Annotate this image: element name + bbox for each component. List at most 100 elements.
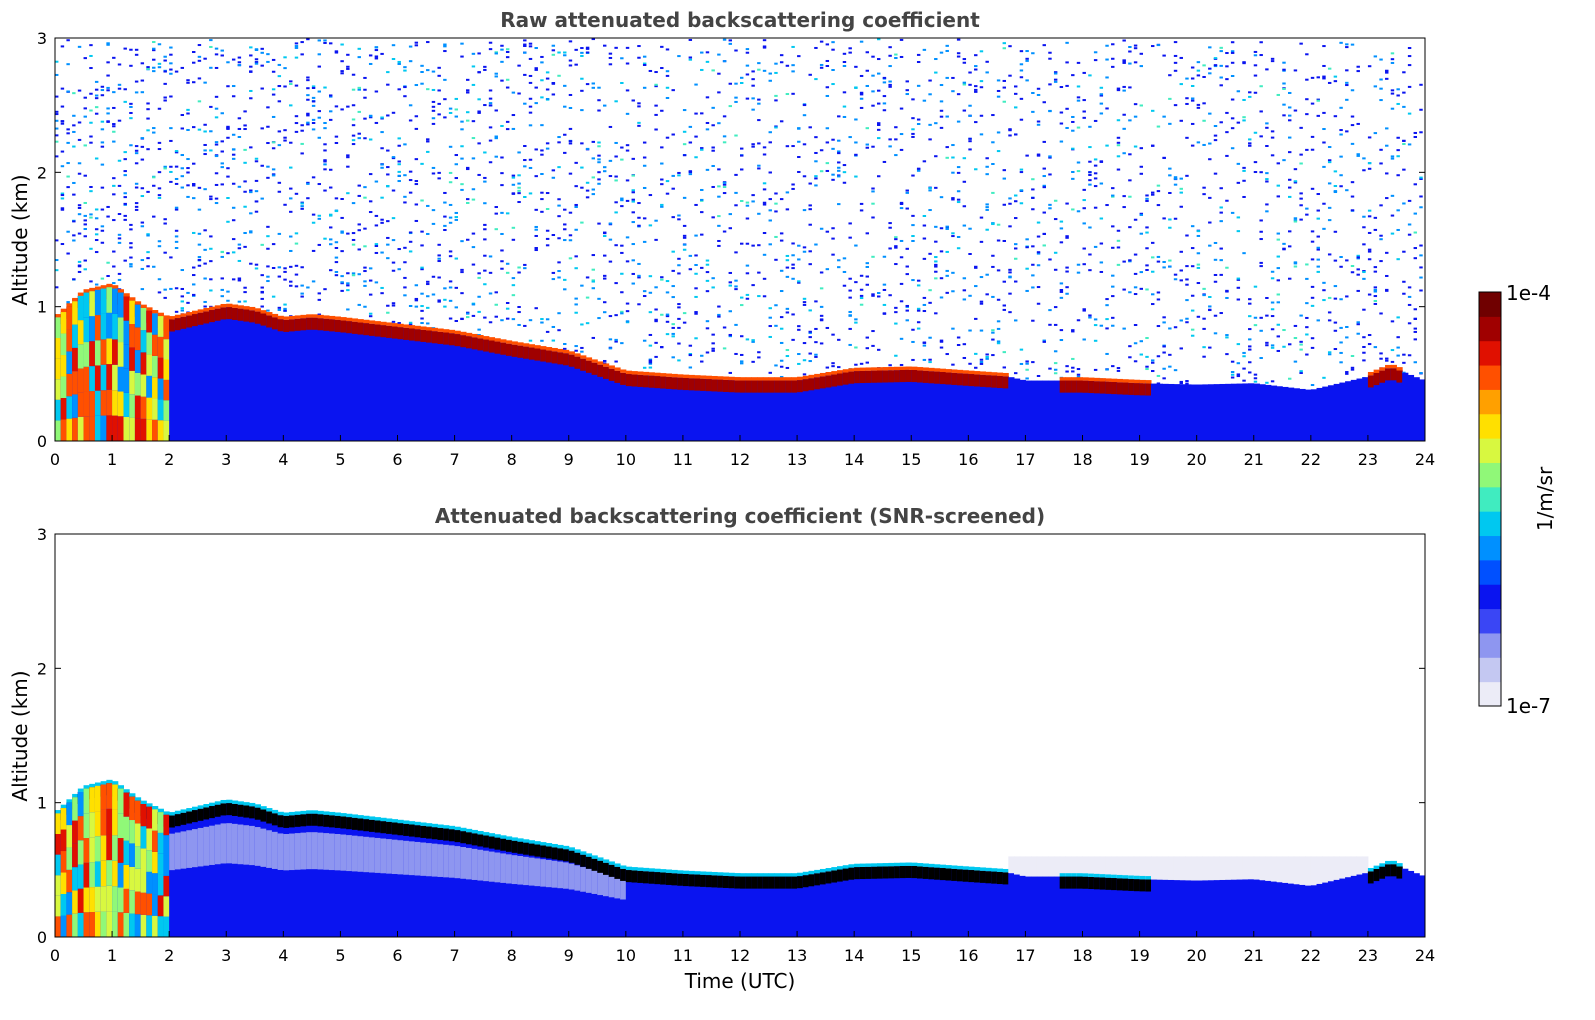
convective-cell: [134, 304, 142, 328]
noise-cell: [614, 244, 618, 247]
layer-edge-cell: [323, 315, 330, 319]
convective-cell: [112, 784, 119, 810]
noise-cell: [1373, 346, 1378, 349]
noise-cell: [1339, 106, 1343, 109]
noise-cell: [1327, 159, 1332, 162]
noise-cell: [231, 133, 236, 136]
noise-cell: [825, 141, 830, 144]
noise-cell: [346, 154, 350, 157]
boundary-layer-cell: [608, 368, 615, 441]
convective-cell: [134, 372, 142, 396]
noise-cell: [842, 105, 847, 108]
boundary-layer-cell: [1259, 384, 1266, 441]
layer-top-cell: [500, 838, 507, 851]
noise-cell: [1002, 366, 1007, 369]
noise-cell: [254, 62, 259, 65]
noise-cell: [77, 264, 82, 267]
noise-cell: [1128, 86, 1132, 89]
noise-cell: [1293, 220, 1298, 223]
noise-cell: [1190, 144, 1195, 147]
noise-cell: [414, 297, 419, 300]
noise-cell: [471, 188, 476, 191]
noise-cell: [1333, 230, 1338, 233]
noise-cell: [568, 40, 573, 43]
noise-cell: [620, 244, 624, 247]
heatmap-column: [825, 43, 832, 441]
noise-cell: [380, 218, 384, 221]
noise-cell: [1390, 194, 1395, 197]
noise-cell: [511, 277, 516, 280]
noise-cell: [437, 257, 441, 260]
noise-cell: [260, 291, 264, 294]
heatmap-column: [77, 788, 85, 937]
noise-cell: [534, 234, 538, 237]
layer-edge-cell: [169, 316, 176, 320]
noise-cell: [89, 67, 93, 70]
noise-cell: [1099, 270, 1104, 273]
noise-cell: [1208, 221, 1212, 224]
noise-cell: [625, 149, 630, 152]
layer-top-cell: [277, 815, 284, 828]
layer-edge-cell: [237, 305, 244, 309]
noise-cell: [1042, 101, 1046, 104]
noise-cell: [1362, 351, 1366, 354]
noise-cell: [500, 249, 504, 252]
noise-cell: [534, 67, 538, 70]
noise-cell: [825, 366, 830, 369]
interior-cell: [528, 857, 535, 886]
noise-cell: [1014, 200, 1018, 203]
noise-cell: [962, 61, 967, 64]
noise-cell: [1236, 286, 1241, 289]
noise-cell: [334, 246, 339, 249]
noise-cell: [163, 251, 167, 254]
noise-cell: [511, 318, 516, 321]
layer-edge-cell: [426, 327, 433, 331]
boundary-layer-cell: [1356, 378, 1363, 441]
boundary-layer-cell: [471, 833, 478, 937]
noise-cell: [129, 111, 133, 114]
convective-cell: [117, 366, 124, 392]
convective-cell: [77, 392, 85, 417]
layer-edge-cell: [403, 324, 410, 328]
noise-cell: [916, 321, 921, 324]
noise-cell: [899, 148, 904, 151]
noise-cell: [55, 134, 59, 137]
noise-cell: [1105, 318, 1109, 321]
noise-cell: [648, 362, 653, 365]
noise-cell: [386, 311, 390, 314]
noise-cell: [363, 76, 367, 79]
noise-cell: [1173, 177, 1178, 180]
interior-cell: [169, 833, 176, 871]
noise-cell: [100, 277, 105, 280]
boundary-layer-cell: [283, 319, 290, 441]
noise-cell: [89, 92, 93, 95]
noise-cell: [1093, 177, 1098, 180]
layer-edge-cell: [289, 811, 296, 816]
layer-edge-cell: [334, 812, 341, 816]
noise-cell: [637, 105, 641, 108]
interior-cell: [197, 827, 204, 867]
noise-cell: [323, 86, 327, 89]
noise-cell: [231, 85, 236, 88]
noise-cell: [814, 300, 818, 303]
heatmap-column: [580, 851, 587, 937]
noise-cell: [591, 140, 596, 143]
noise-cell: [129, 102, 133, 105]
noise-cell: [1008, 74, 1012, 77]
noise-cell: [1111, 65, 1115, 68]
heatmap-column: [1419, 83, 1426, 441]
noise-cell: [1139, 52, 1144, 55]
boundary-layer-cell: [1025, 380, 1032, 441]
noise-cell: [289, 249, 293, 252]
noise-cell: [779, 375, 784, 378]
layer-edge-cell: [517, 838, 524, 842]
noise-cell: [1253, 324, 1258, 327]
heatmap-column: [414, 821, 421, 937]
noise-cell: [523, 145, 527, 148]
noise-cell: [346, 105, 350, 108]
noise-cell: [528, 105, 533, 108]
noise-cell: [380, 292, 384, 295]
x-tick-label: 14: [844, 450, 864, 469]
noise-cell: [671, 187, 675, 190]
noise-cell: [174, 287, 179, 290]
